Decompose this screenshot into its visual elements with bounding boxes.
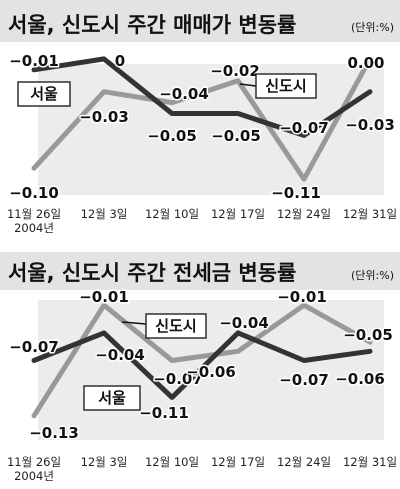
legend-box [83, 385, 141, 411]
x-tick-label: 11월 26일 [7, 207, 61, 221]
x-tick-label: 12월 24일 [277, 207, 331, 221]
legend-box [255, 73, 317, 99]
data-label: −0.05 [147, 127, 197, 145]
x-tick-label: 12월 24일 [277, 455, 331, 469]
legend-leader-line [239, 83, 257, 87]
data-label: −0.11 [271, 184, 321, 202]
data-label: −0.07 [153, 370, 203, 388]
data-label: −0.07 [279, 119, 329, 137]
series-line-seoul [31, 56, 373, 138]
data-label: −0.01 [277, 288, 327, 306]
x-tick-label: 12월 31일 [343, 455, 397, 469]
data-label: −0.07 [279, 371, 329, 389]
x-tick-label: 12월 31일 [343, 207, 397, 221]
x-tick-label: 11월 26일 [7, 455, 61, 469]
chart-title: 서울, 신도시 주간 전세금 변동률 [8, 261, 296, 285]
plot-area [38, 64, 384, 195]
data-label: −0.10 [9, 184, 59, 202]
chart-title: 서울, 신도시 주간 매매가 변동률 [8, 13, 296, 37]
legend-box [145, 313, 207, 339]
x-tick-label: 12월 3일 [81, 207, 128, 221]
legend-label: 서울 [30, 85, 58, 103]
legend-label: 신도시 [265, 77, 306, 95]
data-label: −0.13 [29, 424, 79, 442]
jeonse-change-chart: 서울, 신도시 주간 전세금 변동률 (단위:%) −0.07 −0.04 −0.11 −… [0, 252, 400, 483]
data-label: −0.04 [219, 314, 269, 332]
data-label: 0.00 [347, 54, 384, 72]
x-tick-label: 12월 10일 [145, 207, 199, 221]
data-label: −0.06 [335, 370, 385, 388]
series-line-newtown [31, 56, 373, 182]
data-label: −0.04 [159, 85, 209, 103]
price-change-chart: 서울, 신도시 주간 매매가 변동률 (단위:%) −0.01 0 −0.05 −0.05… [0, 0, 400, 235]
series-line-seoul [31, 330, 373, 400]
data-label: 0 [115, 52, 125, 70]
plot-area [38, 300, 384, 440]
legend-box [17, 81, 71, 107]
data-label: −0.03 [345, 116, 395, 134]
unit-label: (단위:%) [351, 269, 394, 282]
x-tick-label: 12월 10일 [145, 455, 199, 469]
data-label: −0.11 [139, 404, 189, 422]
legend-leader-line [121, 321, 147, 325]
x-tick-year: 2004년 [14, 221, 54, 235]
data-label: −0.06 [186, 363, 236, 381]
title-band [0, 0, 400, 42]
unit-label: (단위:%) [351, 21, 394, 34]
title-band [0, 252, 400, 290]
data-label: −0.01 [79, 288, 129, 306]
data-label: −0.07 [9, 338, 59, 356]
data-label: −0.01 [9, 52, 59, 70]
data-label: −0.03 [79, 108, 129, 126]
legend-label: 서울 [98, 389, 126, 407]
x-tick-label: 12월 3일 [81, 455, 128, 469]
data-label: −0.05 [211, 127, 261, 145]
data-label: −0.04 [95, 346, 145, 364]
series-line-newtown [31, 302, 373, 419]
x-tick-label: 12월 17일 [211, 207, 265, 221]
x-tick-label: 12월 17일 [211, 455, 265, 469]
data-label: −0.05 [343, 326, 393, 344]
legend-label: 신도시 [155, 317, 196, 335]
data-label: −0.02 [210, 62, 260, 80]
x-tick-year: 2004년 [14, 469, 54, 483]
